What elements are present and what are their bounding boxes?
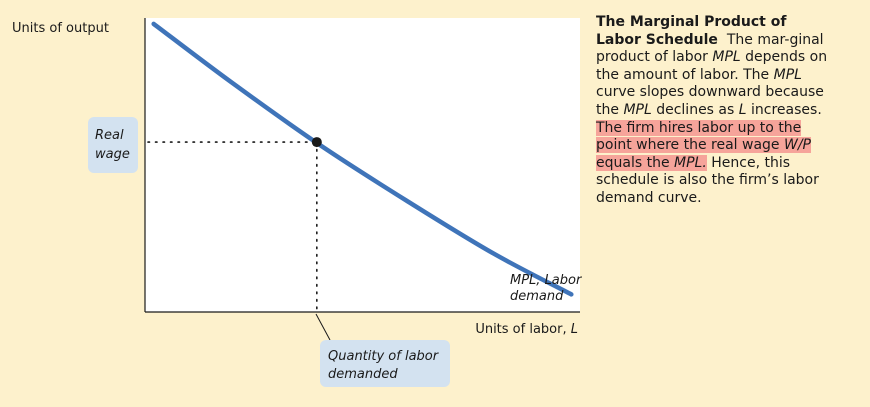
caption-l: L bbox=[738, 101, 747, 118]
real-wage-tag-text: Real wage bbox=[95, 128, 130, 162]
plot-area bbox=[145, 18, 580, 312]
caption-highlight-2: equals the bbox=[596, 154, 675, 171]
caption-mpl-4: MPL. bbox=[674, 154, 707, 171]
caption-text-1: The mar-ginal product of labor bbox=[596, 31, 824, 66]
quantity-leader-line bbox=[315, 313, 331, 341]
caption-text-3: curve slopes downward because the bbox=[596, 84, 824, 118]
caption-text-4: declines as bbox=[651, 101, 739, 118]
x-axis-label-main: Units of labor, bbox=[475, 322, 570, 337]
real-wage-tag: Real wage bbox=[88, 117, 138, 173]
caption-mpl-2: MPL bbox=[773, 66, 802, 83]
real-wage-line1: Real bbox=[95, 128, 124, 143]
caption-title: The Marginal Product of Labor Schedule bbox=[596, 14, 787, 48]
quantity-tag: Quantity of labor demanded bbox=[320, 340, 450, 387]
curve-label-line1: MPL, Labor bbox=[510, 273, 583, 288]
caption-highlight-wp: W/P bbox=[784, 137, 812, 154]
quantity-tag-box bbox=[320, 340, 450, 387]
caption-text-2: depends on the amount of labor. The bbox=[596, 49, 828, 83]
x-axis-label: Units of labor, L bbox=[475, 322, 578, 337]
curve-label-line2: demand bbox=[510, 289, 564, 304]
curve-label: MPL, Labor demand bbox=[510, 273, 583, 304]
y-axis-label: Units of output bbox=[12, 21, 109, 36]
caption-mpl-1: MPL bbox=[712, 49, 741, 66]
equilibrium-point bbox=[311, 137, 322, 148]
quantity-line2: demanded bbox=[328, 367, 398, 382]
figure-caption: The Marginal Product of Labor Schedule T… bbox=[596, 14, 836, 208]
caption-text-6: Hence, this schedule is also the firm’s … bbox=[596, 154, 819, 206]
caption-wp: W/P bbox=[784, 137, 812, 154]
caption-text-5: increases. bbox=[746, 101, 822, 118]
caption-highlight-1: The firm hires labor up to the point whe… bbox=[596, 119, 802, 154]
caption-highlight-mpl: MPL. bbox=[674, 154, 707, 171]
real-wage-tag-box bbox=[88, 117, 138, 173]
caption-mpl-3: MPL bbox=[623, 101, 652, 118]
real-wage-line2: wage bbox=[95, 147, 130, 162]
mpl-curve bbox=[151, 21, 574, 297]
quantity-line1: Quantity of labor bbox=[328, 349, 440, 364]
quantity-tag-text: Quantity of labor demanded bbox=[328, 349, 440, 382]
x-axis-label-var: L bbox=[571, 322, 578, 337]
